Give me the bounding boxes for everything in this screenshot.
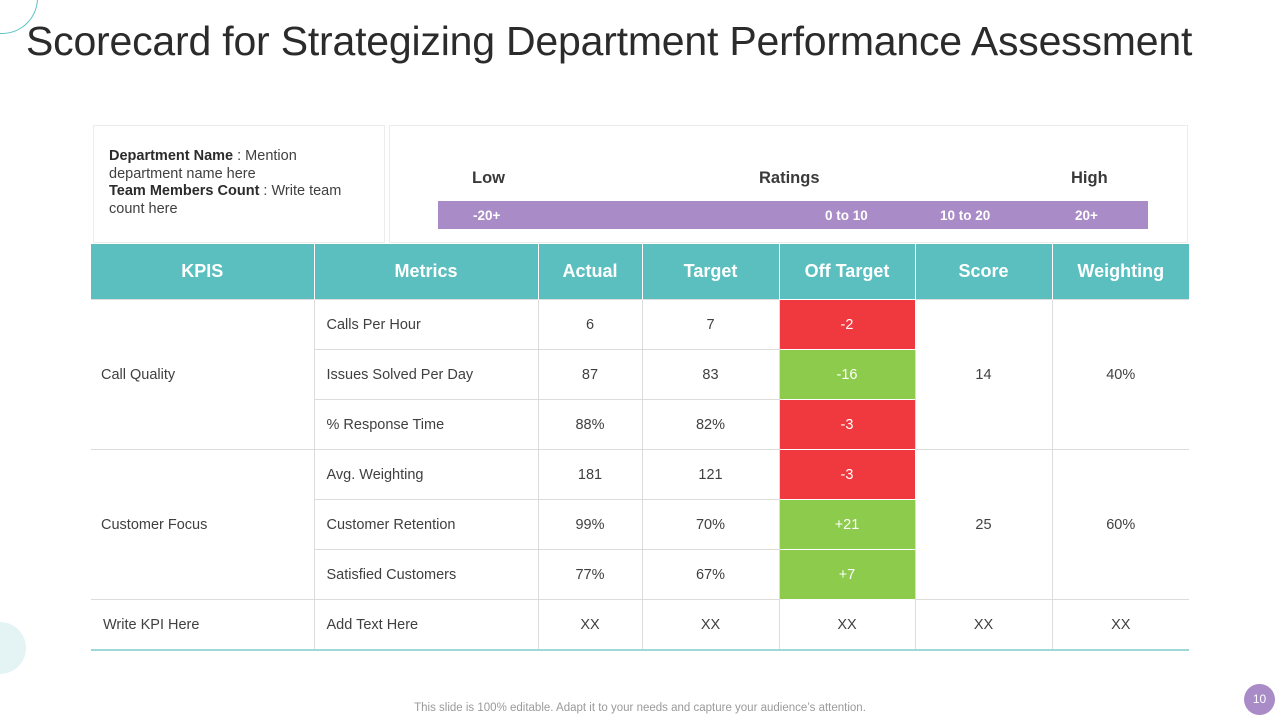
rating-segment: 0 to 10 xyxy=(825,208,868,223)
target-cell: 7 xyxy=(641,299,780,350)
department-name-text: : Mention department name here xyxy=(109,148,297,182)
metric-cell: Add Text Here xyxy=(313,599,539,651)
header-weighting: Weighting xyxy=(1052,244,1189,300)
table-row: % Response Time 88% 82% -3 xyxy=(91,399,1189,450)
actual-cell: 6 xyxy=(537,299,643,350)
table-row: Customer Focus Avg. Weighting 181 121 -3… xyxy=(91,449,1189,600)
slide-title: Scorecard for Strategizing Department Pe… xyxy=(26,18,1193,64)
actual-cell: 99% xyxy=(537,499,643,550)
off-target-cell: -16 xyxy=(778,349,915,400)
kpi-cell: Call Quality xyxy=(91,299,315,450)
target-cell: 83 xyxy=(641,349,780,400)
actual-cell: 77% xyxy=(537,549,643,600)
page-number-badge: 10 xyxy=(1244,684,1275,715)
footer-note: This slide is 100% editable. Adapt it to… xyxy=(414,702,866,714)
score-cell: 14 xyxy=(914,299,1053,450)
rating-low-label: Low xyxy=(472,169,505,187)
target-cell: 121 xyxy=(641,449,780,500)
table-row: Customer Retention 99% 70% +21 xyxy=(91,499,1189,550)
table-row: Call Quality Calls Per Hour 6 7 -2 14 40… xyxy=(91,299,1189,450)
actual-cell: 87 xyxy=(537,349,643,400)
rating-segment: 20+ xyxy=(1075,208,1098,223)
metric-cell: Satisfied Customers xyxy=(314,549,539,600)
actual-cell: 181 xyxy=(537,449,643,500)
off-target-cell: -3 xyxy=(778,399,915,450)
actual-cell: XX xyxy=(537,599,643,651)
ratings-box: Low Ratings High -20+ 0 to 10 10 to 20 2… xyxy=(389,125,1188,243)
department-name-line: Department Name : Mention department nam… xyxy=(109,148,370,183)
header-off-target: Off Target xyxy=(779,244,916,300)
kpi-cell: Customer Focus xyxy=(91,449,315,600)
rating-scale-bar: -20+ 0 to 10 10 to 20 20+ xyxy=(438,201,1148,229)
team-count-label: Team Members Count xyxy=(109,183,260,199)
header-kpis: KPIS xyxy=(91,244,315,300)
target-cell: 82% xyxy=(641,399,780,450)
off-target-cell: +21 xyxy=(778,499,915,550)
rating-segment: 10 to 20 xyxy=(940,208,991,223)
target-cell: 67% xyxy=(641,549,780,600)
weighting-cell: 40% xyxy=(1051,299,1189,450)
table-row: Satisfied Customers 77% 67% +7 xyxy=(91,549,1189,600)
table-row: Issues Solved Per Day 87 83 -16 xyxy=(91,349,1189,400)
rating-segment: -20+ xyxy=(473,208,501,223)
off-target-cell: -3 xyxy=(778,449,916,500)
target-cell: XX xyxy=(641,599,780,651)
department-name-label: Department Name xyxy=(109,148,234,164)
header-actual: Actual xyxy=(538,244,643,300)
score-cell: 25 xyxy=(914,449,1053,600)
off-target-cell: -2 xyxy=(778,299,916,350)
off-target-cell: XX xyxy=(778,599,916,651)
table-header-row: KPIS Metrics Actual Target Off Target Sc… xyxy=(91,244,1189,300)
scorecard-table: KPIS Metrics Actual Target Off Target Sc… xyxy=(91,244,1189,651)
weighting-cell: 60% xyxy=(1051,449,1189,600)
metric-cell: Customer Retention xyxy=(314,499,539,550)
weighting-cell: XX xyxy=(1051,599,1189,651)
team-count-text: : Write team count here xyxy=(109,183,342,217)
department-info-box: Department Name : Mention department nam… xyxy=(93,125,385,243)
kpi-cell: Write KPI Here xyxy=(91,599,315,651)
table-row: Write KPI Here Add Text Here XX XX XX XX… xyxy=(91,599,1189,651)
decorative-circle-left xyxy=(0,622,26,674)
header-metrics: Metrics xyxy=(314,244,539,300)
score-cell: XX xyxy=(914,599,1053,651)
rating-high-label: High xyxy=(1071,169,1108,187)
metric-cell: Calls Per Hour xyxy=(313,299,539,350)
target-cell: 70% xyxy=(641,499,780,550)
off-target-cell: +7 xyxy=(778,549,915,600)
header-target: Target xyxy=(642,244,780,300)
actual-cell: 88% xyxy=(537,399,643,450)
metric-cell: Avg. Weighting xyxy=(313,449,539,500)
metric-cell: Issues Solved Per Day xyxy=(314,349,539,400)
header-score: Score xyxy=(915,244,1053,300)
metric-cell: % Response Time xyxy=(314,399,539,450)
team-count-line: Team Members Count : Write team count he… xyxy=(109,183,370,218)
rating-title: Ratings xyxy=(759,169,820,187)
